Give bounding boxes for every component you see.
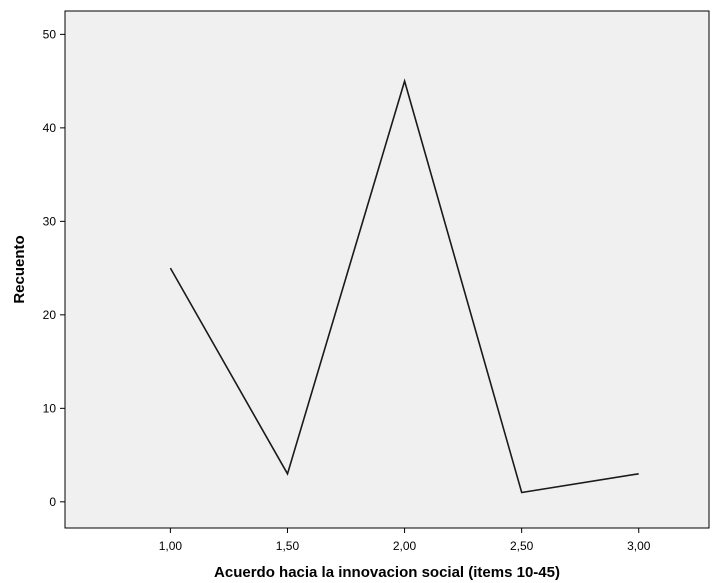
y-tick-label: 0 bbox=[49, 495, 56, 509]
y-axis-ticks: 0 10 20 30 40 50 bbox=[43, 27, 65, 509]
x-tick-label: 1,00 bbox=[159, 539, 183, 553]
y-tick-label: 50 bbox=[43, 27, 57, 41]
x-axis-title: Acuerdo hacia la innovacion social (item… bbox=[214, 564, 560, 581]
plot-area bbox=[64, 10, 710, 529]
y-tick-label: 40 bbox=[43, 121, 57, 135]
y-axis-title: Recuento bbox=[11, 235, 28, 303]
y-tick-label: 20 bbox=[43, 308, 57, 322]
series-line bbox=[169, 78, 639, 494]
y-tick-label: 10 bbox=[43, 401, 57, 415]
x-tick-label: 1,50 bbox=[276, 539, 300, 553]
x-tick-label: 2,50 bbox=[510, 539, 534, 553]
x-axis-ticks: 1,00 1,50 2,00 2,50 3,00 bbox=[159, 528, 651, 553]
y-tick-label: 30 bbox=[43, 214, 57, 228]
x-tick-label: 3,00 bbox=[627, 539, 651, 553]
x-tick-label: 2,00 bbox=[393, 539, 417, 553]
